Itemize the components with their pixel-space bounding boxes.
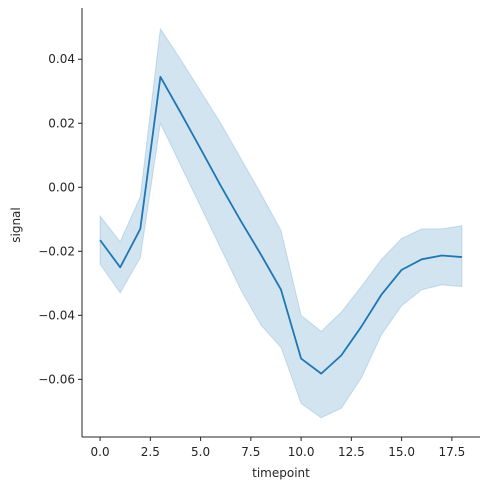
axes: 0.0 2.5 5.0 7.5 10.0 12.5 15.0 17.5 −0.06 −0.04 −0… bbox=[38, 8, 480, 459]
x-tick-label: 17.5 bbox=[438, 445, 465, 459]
y-tick-label: −0.04 bbox=[38, 308, 75, 322]
y-tick-label: 0.02 bbox=[48, 116, 75, 130]
x-tick-label: 0.0 bbox=[91, 445, 110, 459]
x-tick-label: 10.0 bbox=[288, 445, 315, 459]
x-tick-label: 7.5 bbox=[241, 445, 260, 459]
y-axis-label: signal bbox=[9, 207, 23, 243]
y-tick-label: −0.02 bbox=[38, 244, 75, 258]
x-tick-label: 2.5 bbox=[141, 445, 160, 459]
series-line bbox=[99, 75, 462, 375]
x-tick-label: 15.0 bbox=[388, 445, 415, 459]
y-tick-label: 0.04 bbox=[48, 52, 75, 66]
x-axis-label: timepoint bbox=[252, 466, 310, 480]
plot-area bbox=[99, 27, 463, 419]
x-tick-label: 12.5 bbox=[338, 445, 365, 459]
x-tick-label: 5.0 bbox=[191, 445, 210, 459]
confidence-band bbox=[99, 27, 463, 419]
y-tick-label: −0.06 bbox=[38, 372, 75, 386]
y-tick-label: 0.00 bbox=[48, 180, 75, 194]
